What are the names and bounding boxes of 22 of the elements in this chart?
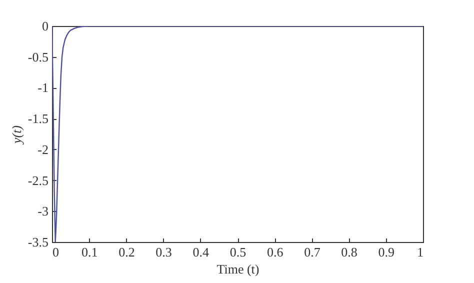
x-tick-label: 0.5 [230, 244, 246, 260]
x-tick-label: 0 [52, 244, 59, 260]
x-tick-label: 0.9 [378, 244, 395, 260]
y-tick-label: 0 [42, 18, 48, 34]
y-tick-label: -3 [38, 204, 48, 219]
x-tick-label: 0.8 [341, 244, 358, 260]
x-tick-label: 0.4 [192, 244, 210, 260]
y-tick-label: -2 [38, 142, 48, 157]
y-tick-label: -1.5 [28, 111, 48, 126]
x-tick-label: 0.1 [81, 244, 98, 260]
x-tick-label: 0.2 [118, 244, 135, 260]
x-tick-label: 0.7 [304, 244, 321, 260]
y-tick-label: -1 [38, 80, 48, 96]
x-axis-title: Time (t) [216, 262, 260, 276]
y-tick-label: -3.5 [28, 234, 48, 250]
y-axis-title: y(t) [8, 125, 24, 146]
x-tick-label: 0.3 [156, 244, 172, 260]
y-tick-label: -2.5 [28, 172, 48, 188]
y-tick-label: -0.5 [28, 49, 48, 64]
x-tick-label: 0.6 [266, 244, 284, 260]
line-series [52, 26, 423, 242]
x-tick-label: 1 [417, 244, 424, 260]
